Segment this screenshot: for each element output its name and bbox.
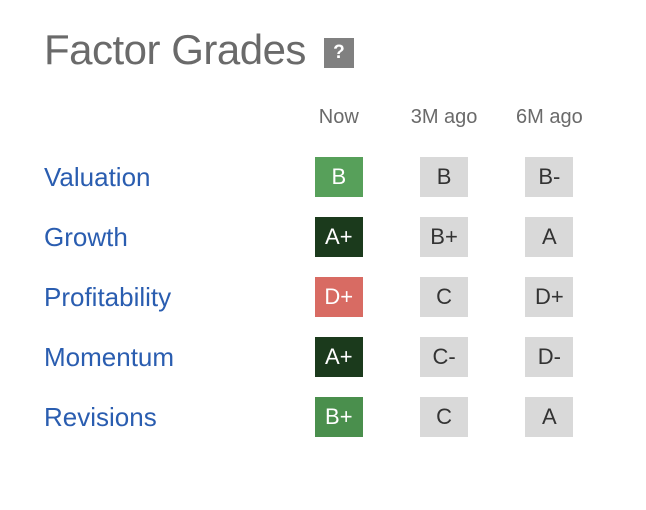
grade-cell-3m: B+ (391, 207, 496, 267)
factor-link[interactable]: Momentum (44, 327, 286, 387)
factor-grades-table: Now 3M ago 6M ago Valuation B B B- Growth A+ B… (44, 98, 602, 447)
grade-cell-6m: D+ (497, 267, 602, 327)
table-row: Valuation B B B- (44, 147, 602, 207)
col-header-now: Now (286, 98, 391, 147)
col-header-3m: 3M ago (391, 98, 496, 147)
factor-link[interactable]: Revisions (44, 387, 286, 447)
table-row: Momentum A+ C- D- (44, 327, 602, 387)
grade-badge: D+ (525, 277, 573, 317)
grade-cell-3m: B (391, 147, 496, 207)
grade-badge: A (525, 397, 573, 437)
grade-badge: B+ (315, 397, 363, 437)
grade-cell-6m: A (497, 387, 602, 447)
grade-cell-6m: D- (497, 327, 602, 387)
table-row: Revisions B+ C A (44, 387, 602, 447)
factor-link[interactable]: Valuation (44, 147, 286, 207)
help-icon[interactable]: ? (324, 38, 354, 68)
table-row: Profitability D+ C D+ (44, 267, 602, 327)
grade-cell-now: D+ (286, 267, 391, 327)
grade-badge: B+ (420, 217, 468, 257)
table-row: Growth A+ B+ A (44, 207, 602, 267)
grade-cell-now: A+ (286, 207, 391, 267)
grade-badge: D- (525, 337, 573, 377)
grade-cell-now: B+ (286, 387, 391, 447)
grade-badge: A+ (315, 337, 363, 377)
grade-badge: B- (525, 157, 573, 197)
grade-cell-6m: B- (497, 147, 602, 207)
factor-link[interactable]: Growth (44, 207, 286, 267)
grade-cell-3m: C (391, 387, 496, 447)
col-header-6m: 6M ago (497, 98, 602, 147)
header: Factor Grades ? (44, 26, 602, 74)
grade-cell-3m: C- (391, 327, 496, 387)
col-header-empty (44, 98, 286, 147)
grade-badge: D+ (315, 277, 363, 317)
grade-badge: A (525, 217, 573, 257)
grade-badge: C (420, 277, 468, 317)
grade-cell-6m: A (497, 207, 602, 267)
factor-link[interactable]: Profitability (44, 267, 286, 327)
grade-badge: C (420, 397, 468, 437)
grade-badge: B (315, 157, 363, 197)
grade-badge: A+ (315, 217, 363, 257)
grade-badge: B (420, 157, 468, 197)
grade-cell-3m: C (391, 267, 496, 327)
grade-cell-now: A+ (286, 327, 391, 387)
page-title: Factor Grades (44, 26, 306, 74)
grade-cell-now: B (286, 147, 391, 207)
grade-badge: C- (420, 337, 468, 377)
